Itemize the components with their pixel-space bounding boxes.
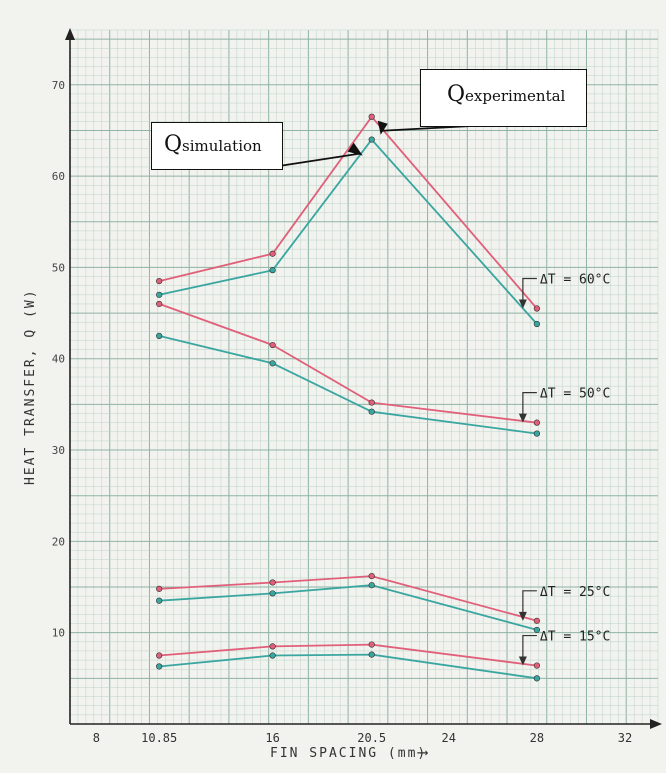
series-line-simulation	[159, 138, 538, 325]
y-tick-label: 60	[52, 170, 65, 183]
data-point-experimental	[156, 300, 163, 308]
series-lines	[156, 113, 540, 682]
data-point-simulation	[368, 408, 375, 415]
annotation-arrowhead	[518, 413, 527, 423]
data-point-simulation	[269, 267, 276, 274]
x-tick-label: 24	[442, 731, 456, 745]
data-point-simulation	[156, 597, 163, 604]
series-line-experimental	[158, 115, 538, 310]
data-point-simulation	[368, 582, 375, 589]
data-point-simulation	[269, 360, 276, 367]
callout-arrowhead-experimental	[377, 120, 388, 135]
data-point-simulation	[156, 332, 163, 340]
data-point-simulation	[533, 675, 540, 682]
data-point-simulation	[368, 651, 375, 658]
x-tick-label: 32	[618, 731, 632, 745]
data-point-experimental	[533, 617, 540, 624]
y-tick-label: 30	[52, 444, 65, 457]
data-point-experimental	[269, 341, 276, 349]
annotation-label: ΔT = 15°C	[540, 630, 610, 645]
series-line-simulation	[159, 584, 538, 631]
x-tick-label: 8	[93, 731, 100, 745]
y-axis-label: HEAT TRANSFER, Q (W)	[23, 288, 38, 485]
annotation-label: ΔT = 25°C	[540, 585, 610, 600]
y-tick-label: 10	[52, 627, 65, 640]
annotation-leader	[522, 590, 537, 617]
annotation-leader	[522, 392, 537, 419]
data-point-experimental	[156, 585, 163, 592]
annotation-label: ΔT = 60°C	[540, 273, 610, 288]
x-axis-arrow: ⟶	[417, 743, 428, 761]
tick-labels: 8 10.85 16 20.5 24 28 32 10 20 30 40 50 60 70	[52, 79, 632, 745]
grid	[69, 29, 659, 725]
annotations: ΔT = 60°C ΔT = 50°C ΔT = 25°C ΔT = 15°C	[265, 120, 610, 666]
data-point-simulation	[533, 320, 540, 328]
data-point-simulation	[368, 136, 375, 143]
callout-simulation-q: Q	[164, 132, 183, 157]
axes	[65, 28, 662, 729]
x-axis-label: FIN SPACING (mm)	[270, 746, 427, 761]
callout-simulation-sub: simulation	[182, 137, 262, 155]
y-tick-label: 70	[52, 79, 65, 92]
series-line-experimental	[159, 575, 538, 622]
data-point-experimental	[156, 652, 163, 659]
x-tick-label: 20.5	[357, 731, 386, 745]
data-point-simulation	[269, 652, 276, 659]
annotation-arrowhead	[518, 611, 527, 621]
x-tick-label: 10.85	[141, 731, 177, 745]
data-point-simulation	[269, 590, 276, 597]
data-point-experimental	[533, 305, 540, 312]
series-line-simulation	[159, 653, 538, 680]
data-point-simulation	[156, 291, 163, 298]
x-tick-label: 28	[530, 731, 544, 745]
data-point-experimental	[368, 572, 375, 580]
data-point-experimental	[156, 278, 163, 285]
callout-experimental-sub: experimental	[465, 87, 566, 105]
y-tick-label: 50	[52, 261, 65, 274]
series-line-simulation	[158, 335, 538, 435]
data-point-simulation	[533, 430, 540, 437]
data-point-experimental	[269, 643, 276, 650]
annotation-arrowhead	[518, 656, 527, 666]
callout-arrowhead-simulation	[347, 142, 363, 156]
data-point-simulation	[533, 626, 540, 634]
data-point-experimental	[269, 250, 276, 257]
data-point-experimental	[533, 419, 540, 426]
data-point-experimental	[269, 579, 276, 586]
y-tick-label: 40	[52, 353, 65, 366]
x-axis-arrowhead	[650, 719, 662, 729]
data-point-experimental	[368, 113, 375, 120]
data-point-experimental	[368, 399, 375, 406]
y-tick-label: 20	[52, 535, 65, 548]
callout-experimental: Qexperimental	[420, 69, 587, 127]
series-line-experimental	[158, 303, 538, 424]
annotation-leader	[522, 634, 537, 662]
callout-simulation: Qsimulation	[151, 122, 283, 170]
annotation-arrowhead	[518, 299, 527, 309]
series-line-experimental	[159, 643, 538, 667]
data-point-experimental	[368, 641, 375, 648]
callout-experimental-q: Q	[447, 82, 466, 107]
data-point-simulation	[156, 663, 163, 670]
x-tick-label: 16	[265, 731, 279, 745]
annotation-label: ΔT = 50°C	[540, 387, 610, 402]
y-axis-arrowhead	[65, 28, 75, 40]
data-point-experimental	[533, 662, 540, 669]
annotation-leader	[522, 277, 537, 305]
